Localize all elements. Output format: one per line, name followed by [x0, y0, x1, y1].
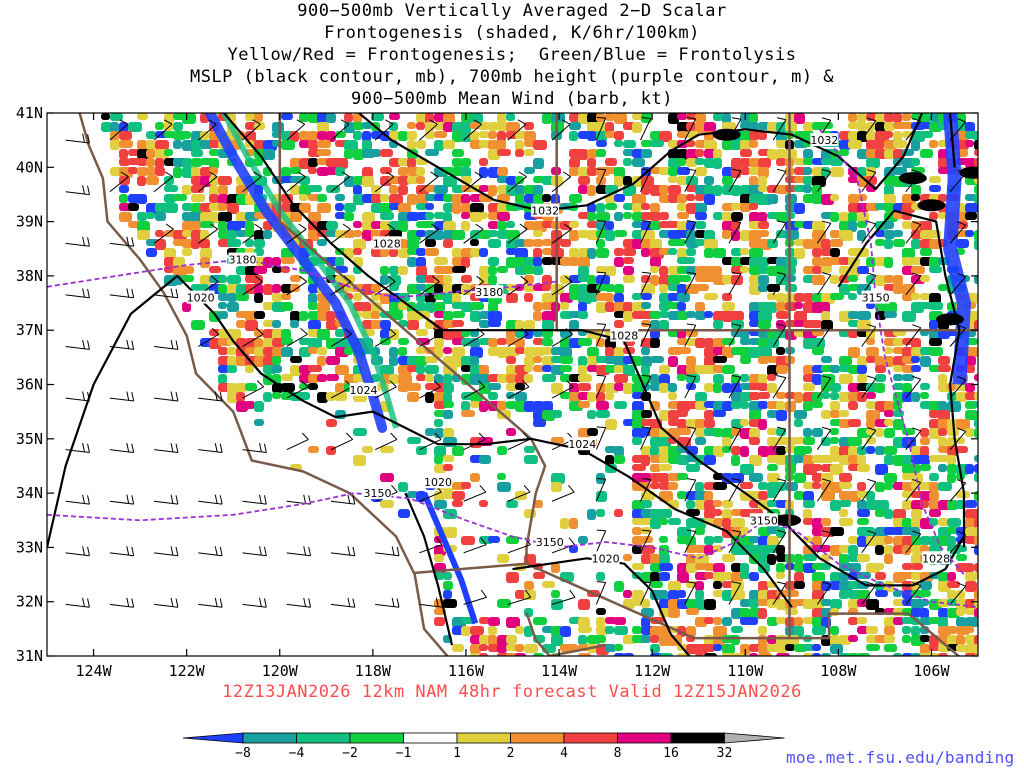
title-line-4: MSLP (black contour, mb), 700mb height (… [189, 67, 835, 87]
contour-label: 3180 [229, 254, 257, 267]
contour-label: 3150 [364, 487, 392, 500]
contour-label: 1024 [568, 438, 596, 451]
isobar [512, 557, 691, 656]
lat-tick-label: 37N [16, 321, 43, 339]
legend-swatch [670, 732, 725, 744]
isobar [47, 274, 793, 608]
contour-label: 1028 [610, 330, 638, 343]
chart-title: 900−500mb Vertically Averaged 2−D Scalar… [0, 0, 1024, 110]
contour-label: 3180 [475, 286, 503, 299]
title-line-5: 900−500mb Mean Wind (barb, kt) [350, 89, 674, 109]
lon-tick-label: 122W [169, 662, 206, 680]
frontogenesis-shading [47, 113, 978, 656]
legend-swatch [724, 732, 785, 744]
isobar [949, 113, 956, 168]
height-contour [47, 492, 978, 608]
coastline [78, 113, 449, 656]
contour-label: 1028 [922, 552, 950, 565]
legend-swatch [242, 732, 297, 744]
lat-tick-label: 35N [16, 430, 43, 448]
legend-swatch [563, 732, 618, 744]
legend-label: −8 [235, 746, 251, 761]
contour-label: 1032 [531, 205, 559, 218]
contour-label: 1020 [424, 476, 452, 489]
legend-label: 1 [453, 746, 461, 761]
legend-swatch [349, 732, 404, 744]
color-legend: −8 −4 −2 −1 1 2 4 8 16 32 [182, 732, 785, 761]
lon-tick-label: 124W [75, 662, 112, 680]
contour-label: 3150 [862, 292, 890, 305]
isobar [358, 113, 924, 212]
contour-label: 1020 [592, 552, 620, 565]
lon-tick-label: 116W [448, 662, 485, 680]
lon-tick-label: 118W [355, 662, 392, 680]
lat-tick-label: 32N [16, 593, 43, 611]
lat-tick-label: 41N [16, 104, 43, 122]
legend-swatch [617, 732, 672, 744]
legend-swatch [510, 732, 565, 744]
legend-label: 32 [717, 746, 733, 761]
state-borders [78, 113, 978, 656]
contour-label: 1032 [810, 134, 838, 147]
axis-ticks: 41N 40N 39N 38N 37N 36N 35N 34N 33N 32N 31N 124W 122… [16, 104, 978, 680]
contour-label: 3150 [536, 536, 564, 549]
lon-tick-label: 120W [262, 662, 299, 680]
lon-tick-label: 114W [541, 662, 578, 680]
legend-label: 4 [560, 746, 568, 761]
lon-tick-label: 106W [913, 662, 950, 680]
lon-tick-label: 112W [634, 662, 671, 680]
lat-tick-label: 39N [16, 213, 43, 231]
title-line-1: 900−500mb Vertically Averaged 2−D Scalar [297, 1, 727, 21]
title-line-2: Frontogenesis (shaded, K/6hr/100km) [324, 23, 700, 43]
legend-swatch [456, 732, 511, 744]
legend-swatch [182, 732, 244, 744]
lat-tick-label: 36N [16, 376, 43, 394]
source-url: moe.met.fsu.edu/banding [786, 748, 1015, 767]
legend-swatch [403, 732, 458, 744]
forecast-valid-text: 12Z13JAN2026 12km NAM 48hr forecast Vali… [222, 682, 802, 702]
lat-tick-label: 38N [16, 267, 43, 285]
legend-label: 8 [614, 746, 622, 761]
legend-label: 16 [663, 746, 679, 761]
isobar [404, 492, 454, 646]
title-line-3: Yellow/Red = Frontogenesis; Green/Blue =… [227, 45, 797, 65]
legend-swatch [296, 732, 351, 744]
lat-tick-label: 33N [16, 538, 43, 556]
contour-label: 1028 [373, 237, 401, 250]
contour-labels: 1032 1032 1028 1028 1028 1024 1024 1020 1020 1020… [186, 133, 951, 565]
contour-label: 3150 [750, 514, 778, 527]
legend-label: −1 [396, 746, 412, 761]
lon-tick-label: 108W [820, 662, 857, 680]
lon-tick-label: 110W [727, 662, 764, 680]
lat-tick-label: 34N [16, 484, 43, 502]
legend-label: 2 [507, 746, 515, 761]
isobar [837, 209, 966, 548]
lat-tick-label: 31N [16, 647, 43, 665]
contour-label: 1020 [187, 292, 215, 305]
legend-label: −4 [289, 746, 305, 761]
contour-label: 1024 [350, 384, 378, 397]
legend-label: −2 [342, 746, 358, 761]
height-contour [818, 128, 965, 576]
lat-tick-label: 40N [16, 158, 43, 176]
